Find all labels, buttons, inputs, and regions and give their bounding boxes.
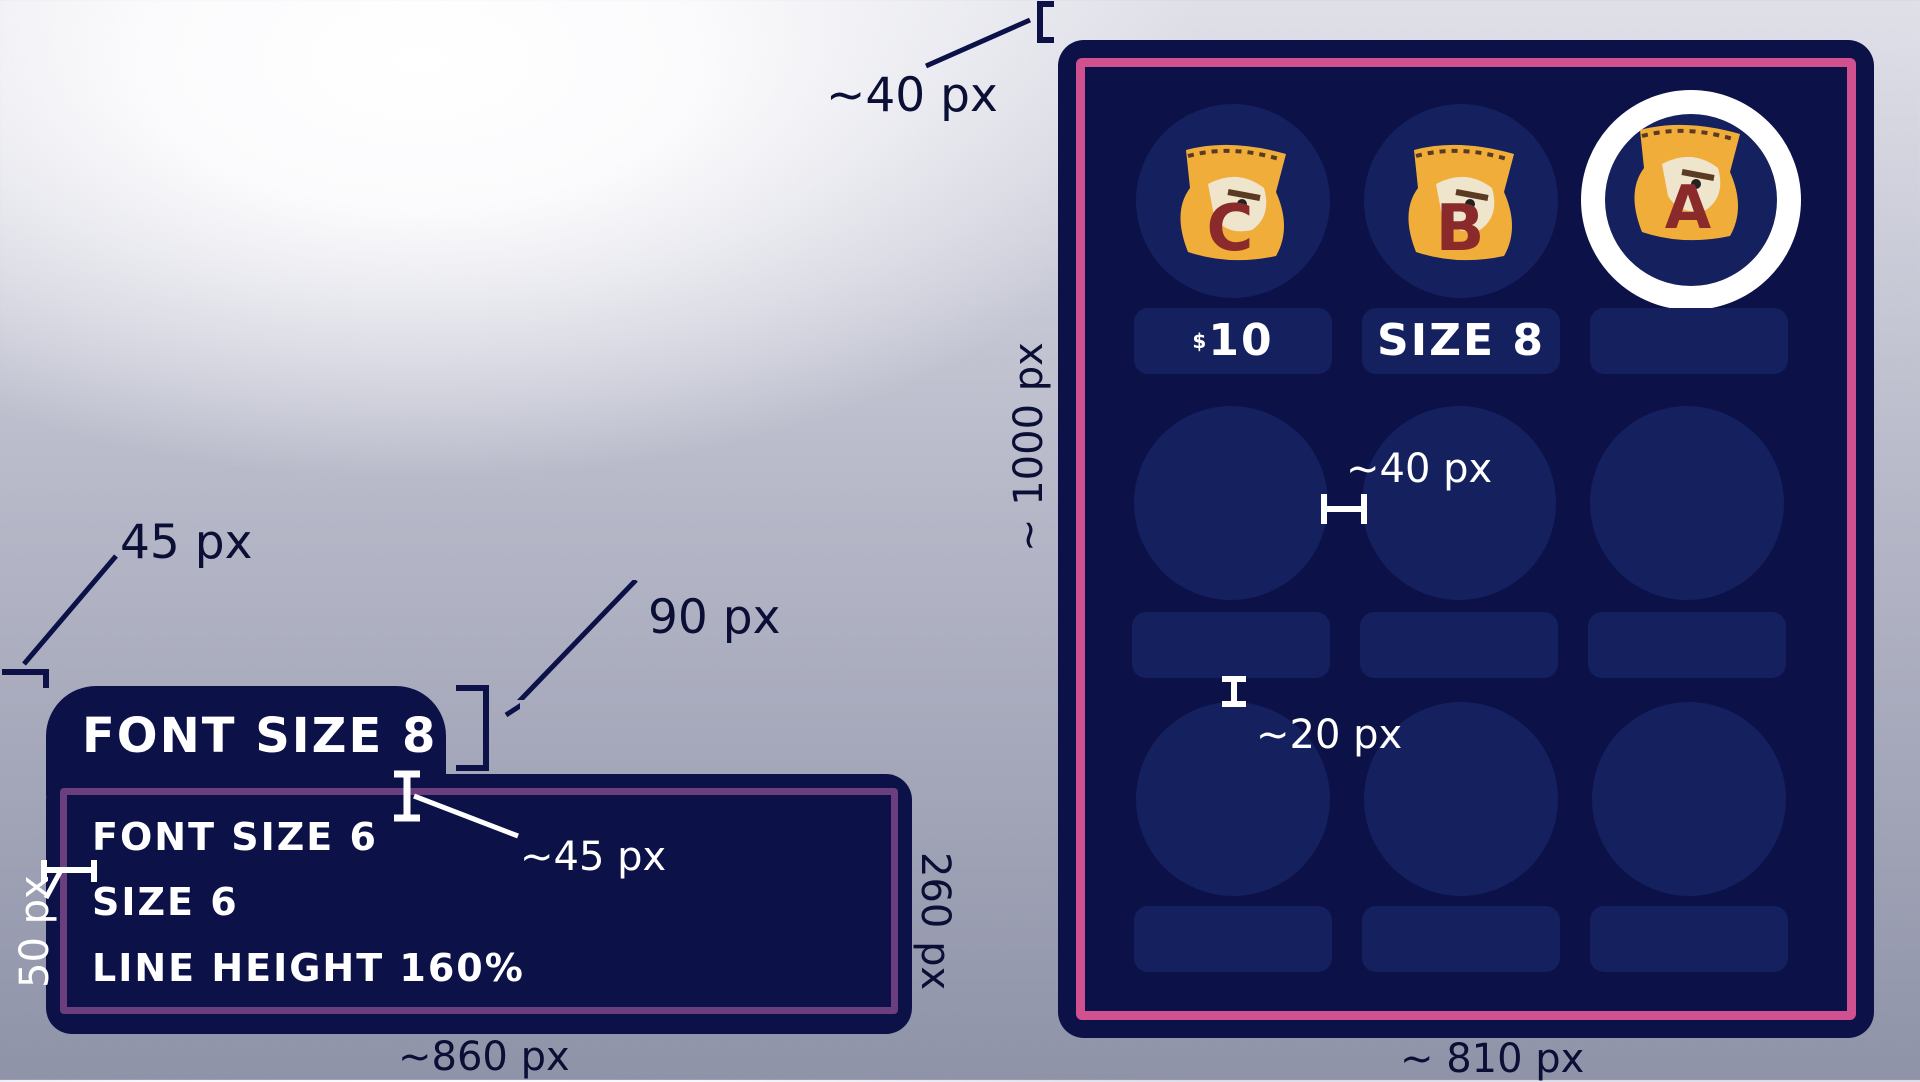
shop-height-label: ~ 1000 px [1006, 342, 1052, 552]
dialog-line-3: LINE HEIGHT 160% [92, 946, 525, 990]
price-pill-empty [1132, 612, 1330, 678]
top-margin-bracket [924, 1, 1054, 69]
price-pill-empty [1360, 612, 1558, 678]
left-annotation-lines [2, 554, 520, 771]
shop-slot-empty[interactable] [1364, 702, 1558, 896]
panel-width-label: ~860 px [398, 1034, 570, 1080]
slot-gap-h-marker [1321, 494, 1367, 524]
price-pill-a [1590, 308, 1788, 374]
dialog-line-1: FONT SIZE 6 [92, 815, 378, 859]
price-pill-empty [1362, 906, 1560, 972]
shop-panel-border [1076, 58, 1856, 1020]
price-pill-b [1362, 308, 1560, 374]
price-label-c: $10 [1192, 315, 1274, 366]
bag-b-icon: B [1408, 144, 1514, 262]
slot-gap-v-label: ~20 px [1256, 712, 1403, 758]
top-margin-label: ~40 px [826, 68, 998, 123]
shop-slot-empty[interactable] [1134, 406, 1328, 600]
slot-gap-v-marker [1222, 676, 1246, 707]
panel-height-label: 260 px [912, 852, 958, 991]
price-label-b: SIZE 8 [1377, 315, 1545, 366]
dialog-panel-border [60, 788, 898, 1014]
shop-slot-empty[interactable] [1590, 406, 1784, 600]
shop-width-label: ~ 810 px [1400, 1036, 1585, 1082]
tab-text-gap-label: ~45 px [520, 834, 667, 880]
shop-slot-empty[interactable] [1592, 702, 1786, 896]
tab-height-label: 90 px [648, 590, 781, 645]
svg-text:C: C [1207, 192, 1254, 262]
svg-text:B: B [1436, 192, 1485, 262]
dialog-line-2: SIZE 6 [92, 880, 239, 924]
left-margin-label: 45 px [120, 515, 253, 570]
bag-a-icon: A [1634, 124, 1740, 242]
svg-text:A: A [1665, 173, 1712, 242]
price-pill-c [1134, 308, 1332, 374]
bag-c-icon: C [1180, 144, 1286, 262]
price-pill-empty [1590, 906, 1788, 972]
price-pill-empty [1134, 906, 1332, 972]
price-pill-empty [1588, 612, 1786, 678]
dialog-panel [46, 774, 912, 1034]
tab-text-gap-marker [394, 770, 519, 839]
price-label-a [1590, 308, 1788, 374]
slot-gap-h-label: ~40 px [1346, 446, 1493, 492]
shop-slot-empty[interactable] [1136, 702, 1330, 896]
shop-slot-empty[interactable] [1362, 406, 1556, 600]
tab-pointer-line [516, 580, 638, 700]
line-spacing-marker [41, 860, 97, 900]
dialog-tab-title: FONT SIZE 8 [82, 708, 438, 764]
line-spacing-label: 50 px [12, 875, 58, 988]
